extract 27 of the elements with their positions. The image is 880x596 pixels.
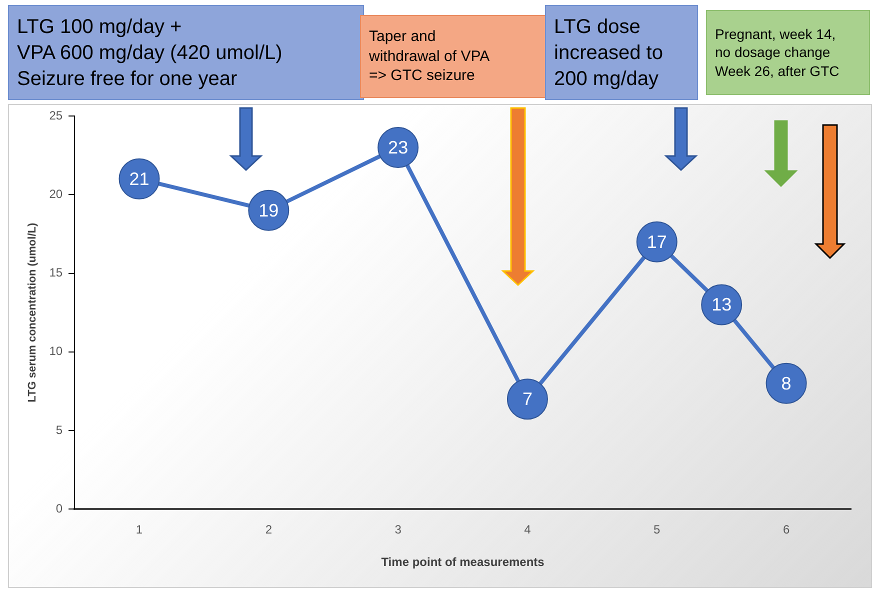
data-label: 7	[522, 389, 532, 410]
y-tick-label: 25	[49, 108, 63, 122]
data-label: 23	[388, 137, 408, 158]
y-tick-label: 5	[56, 422, 63, 437]
text: Taper and withdrawal of VPA => GTC seizure	[369, 27, 490, 86]
data-label: 21	[129, 168, 150, 189]
point	[506, 378, 548, 420]
y-tick-label: 20	[49, 186, 63, 201]
text: LTG dose increased to 200 mg/day	[554, 14, 663, 92]
data-label: 19	[258, 200, 279, 220]
x-tick-label: 4	[524, 522, 532, 537]
text: Pregnant, week 14, no dosage change Week 26, after GTC	[715, 25, 840, 80]
x-tick-label: 2	[265, 522, 272, 537]
x-axis-title: Time point of measurements	[381, 555, 545, 570]
x-tick-label: 5	[654, 522, 661, 537]
point	[766, 362, 807, 404]
x-tick-label: 3	[394, 522, 402, 537]
data-label: 13	[712, 294, 732, 315]
x-tick-label: 6	[782, 522, 790, 537]
y-tick-label: 15	[49, 266, 63, 280]
data-label: 8	[781, 373, 792, 394]
text: LTG 100 mg/day + VPA 600 mg/day (420 umol/L) Seizure free for one year	[17, 14, 282, 92]
y-axis-title: LTG serum concentration (umol/L)	[26, 222, 39, 402]
y-tick-label: 10	[49, 344, 63, 358]
data-label: 17	[646, 232, 667, 252]
y-tick-label: 0	[56, 502, 63, 516]
x-tick-label: 1	[136, 522, 143, 537]
